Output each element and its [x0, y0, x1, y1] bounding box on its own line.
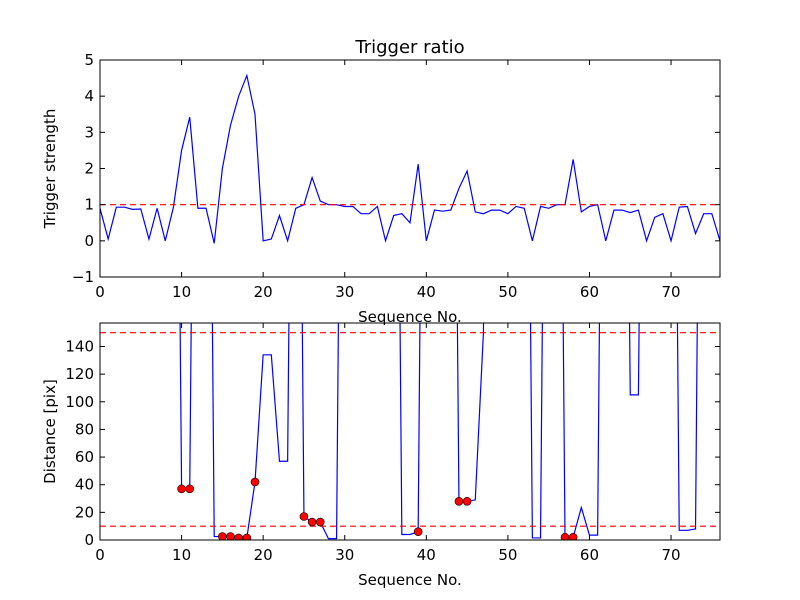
- y-tick-label: 40: [75, 476, 94, 494]
- x-tick-label: 40: [417, 283, 436, 301]
- axes-frame: [99, 59, 721, 278]
- y-tick-label: 140: [65, 337, 94, 355]
- data-point: [568, 532, 578, 540]
- y-tick-label: −1: [72, 268, 94, 286]
- x-axis-label: Sequence No.: [358, 571, 462, 589]
- y-tick-label: 1: [84, 196, 94, 214]
- x-tick-label: 20: [254, 546, 273, 564]
- y-axis-label: Trigger strength: [41, 109, 59, 230]
- distance-plot: 0 10 20 30 40 50 60 70 0 20 40 60 80 100 120 140 Sequenc…: [41, 322, 721, 589]
- x-tick-label: 40: [417, 546, 436, 564]
- data-point: [218, 532, 227, 540]
- data-point: [315, 517, 325, 527]
- data-point: [462, 496, 472, 506]
- x-axis-label: Sequence No.: [358, 308, 462, 326]
- x-tick-label: 0: [95, 546, 105, 564]
- data-point: [307, 517, 317, 527]
- x-tick-label: 60: [580, 283, 599, 301]
- data-point: [413, 527, 423, 537]
- y-axis-label: Distance [pix]: [41, 379, 59, 484]
- data-point: [234, 533, 243, 540]
- plot-area: [100, 73, 720, 244]
- data-point: [250, 477, 260, 487]
- y-tick-label: 80: [75, 420, 94, 438]
- x-tick-label: 20: [254, 283, 273, 301]
- data-point: [242, 533, 252, 540]
- y-tick-label: 5: [84, 51, 94, 69]
- data-point: [226, 532, 235, 540]
- y-tick-label: 0: [84, 232, 94, 250]
- series-line: [100, 73, 720, 244]
- y-tick-label: 3: [84, 123, 94, 141]
- x-tick-label: 10: [172, 283, 191, 301]
- series-line: [179, 323, 698, 540]
- x-tick-label: 70: [662, 283, 681, 301]
- x-tick-label: 70: [662, 546, 681, 564]
- y-tick-label: 20: [75, 503, 94, 521]
- y-tick-label: 120: [65, 365, 94, 383]
- data-point: [185, 484, 195, 494]
- x-tick-label: 50: [498, 283, 517, 301]
- axes-frame: [99, 322, 721, 541]
- x-tick-label: 30: [335, 546, 354, 564]
- y-tick-label: 4: [84, 87, 94, 105]
- data-point: [177, 484, 186, 494]
- data-point: [454, 496, 464, 506]
- x-tick-label: 30: [335, 283, 354, 301]
- x-tick-label: 10: [172, 546, 191, 564]
- x-tick-label: 50: [498, 546, 517, 564]
- plot-area: [100, 323, 720, 540]
- x-tick-label: 0: [95, 283, 105, 301]
- y-tick-label: 60: [75, 448, 94, 466]
- y-tick-label: 0: [84, 531, 94, 549]
- data-point: [299, 512, 309, 521]
- chart-title: Trigger ratio: [354, 37, 464, 58]
- x-tick-label: 60: [580, 546, 599, 564]
- y-tick-label: 2: [84, 160, 94, 178]
- y-tick-label: 100: [65, 393, 94, 411]
